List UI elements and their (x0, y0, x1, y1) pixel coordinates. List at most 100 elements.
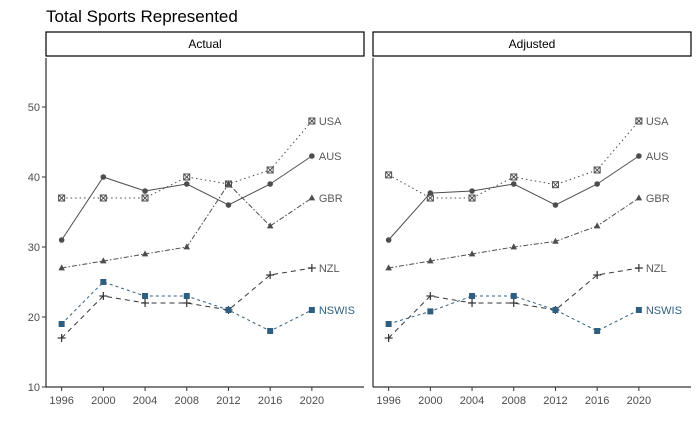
y-tick-label: 50 (28, 102, 40, 114)
series-line-aus-adjusted (388, 155, 640, 241)
point-gbr-adjusted (510, 243, 518, 250)
point-aus-adjusted (594, 181, 600, 187)
point-nzl-adjusted (468, 299, 477, 307)
x-tick-label: 2008 (502, 395, 526, 407)
point-nzl-actual (307, 264, 316, 272)
point-nzl-actual (99, 292, 108, 300)
point-aus-actual (100, 174, 107, 180)
series-label-usa-adjusted: USA (646, 116, 669, 128)
point-usa-actual (183, 173, 191, 181)
point-nzl-actual (182, 299, 191, 307)
point-aus-actual (58, 237, 65, 243)
point-usa-actual (308, 117, 316, 125)
point-aus-adjusted (510, 181, 517, 187)
series-line-aus-actual (61, 155, 313, 241)
strip-adjusted (372, 31, 692, 57)
x-tick-label: 2012 (216, 395, 240, 407)
series-line-gbr-actual (61, 183, 313, 269)
strip-actual (45, 31, 365, 57)
x-tick-label: 2020 (300, 395, 324, 407)
point-usa-actual (141, 194, 149, 202)
x-tick-label: 2016 (258, 395, 282, 407)
point-gbr-adjusted (593, 222, 601, 229)
point-gbr-adjusted (385, 264, 392, 271)
series-label-aus-actual: AUS (319, 151, 342, 163)
point-aus-actual (183, 181, 190, 187)
x-tick-label: 1996 (49, 395, 73, 407)
point-usa-actual (266, 166, 274, 174)
x-tick-label: 2000 (418, 395, 442, 407)
point-nswis-actual (308, 307, 315, 313)
point-aus-adjusted (469, 188, 475, 194)
point-gbr-actual (100, 257, 107, 264)
point-nswis-adjusted (510, 293, 517, 299)
x-tick-label: 2000 (91, 395, 115, 407)
point-gbr-adjusted (468, 250, 476, 257)
point-nswis-actual (267, 328, 274, 334)
point-aus-adjusted (427, 190, 434, 196)
point-usa-actual (58, 194, 66, 202)
point-gbr-adjusted (635, 194, 643, 201)
point-aus-adjusted (385, 237, 392, 243)
point-usa-adjusted (551, 181, 559, 189)
series-label-gbr-actual: GBR (319, 193, 343, 205)
point-gbr-actual (58, 264, 65, 271)
point-nzl-adjusted (384, 334, 393, 342)
series-label-gbr-adjusted: GBR (646, 193, 670, 205)
point-gbr-adjusted (427, 257, 434, 264)
series-label-nswis-adjusted: NSWIS (646, 305, 682, 317)
y-tick-label: 30 (28, 242, 40, 254)
series-label-usa-actual: USA (319, 116, 342, 128)
point-nzl-adjusted (509, 299, 518, 307)
series-label-nzl-adjusted: NZL (646, 263, 667, 275)
point-nzl-actual (266, 271, 275, 279)
x-tick-label: 2004 (460, 395, 484, 407)
chart-title: Total Sports Represented (46, 7, 238, 26)
series-line-gbr-adjusted (388, 197, 640, 269)
point-gbr-actual (266, 222, 274, 229)
strip-label-actual: Actual (188, 37, 221, 51)
series-label-nzl-actual: NZL (319, 263, 340, 275)
point-nzl-actual (141, 299, 150, 307)
point-nswis-actual (183, 293, 190, 299)
x-tick-label: 2012 (543, 395, 567, 407)
point-nswis-adjusted (635, 307, 642, 313)
point-nswis-actual (58, 321, 65, 327)
point-nswis-adjusted (594, 328, 601, 334)
point-nswis-adjusted (469, 293, 476, 299)
y-tick-label: 20 (28, 312, 40, 324)
point-nzl-adjusted (426, 292, 435, 300)
series-label-aus-adjusted: AUS (646, 151, 669, 163)
strip-label-adjusted: Adjusted (509, 37, 556, 51)
x-tick-label: 2008 (175, 395, 199, 407)
point-nswis-adjusted (552, 307, 559, 313)
point-gbr-actual (141, 250, 149, 257)
point-aus-actual (267, 181, 273, 187)
point-nswis-actual (100, 279, 107, 285)
point-aus-adjusted (636, 153, 642, 159)
y-tick-label: 40 (28, 172, 40, 184)
point-gbr-adjusted (552, 237, 559, 244)
point-usa-adjusted (593, 166, 601, 174)
point-nswis-adjusted (427, 308, 434, 315)
point-nzl-adjusted (634, 264, 643, 272)
point-nzl-adjusted (593, 271, 602, 279)
y-tick-label: 10 (28, 382, 40, 394)
point-nswis-actual (142, 293, 149, 299)
point-aus-actual (225, 202, 232, 208)
x-tick-label: 1996 (376, 395, 400, 407)
point-nzl-actual (57, 334, 66, 342)
point-gbr-actual (183, 243, 191, 250)
point-nswis-adjusted (385, 321, 392, 327)
panel-adjusted: Adjusted 1996 2000 2004 2008 2012 2016 2020 USA… (372, 31, 692, 407)
point-usa-adjusted (510, 173, 518, 181)
series-label-nswis-actual: NSWIS (319, 305, 355, 317)
point-usa-adjusted (635, 117, 643, 125)
point-aus-adjusted (552, 202, 559, 208)
x-tick-label: 2020 (627, 395, 651, 407)
point-nswis-actual (225, 307, 232, 313)
point-gbr-actual (308, 194, 316, 201)
point-aus-actual (309, 153, 315, 159)
x-tick-label: 2004 (133, 395, 157, 407)
